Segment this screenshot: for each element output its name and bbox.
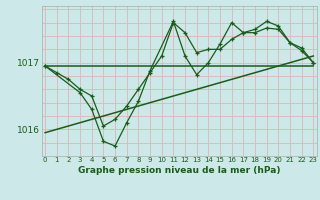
X-axis label: Graphe pression niveau de la mer (hPa): Graphe pression niveau de la mer (hPa) <box>78 166 280 175</box>
